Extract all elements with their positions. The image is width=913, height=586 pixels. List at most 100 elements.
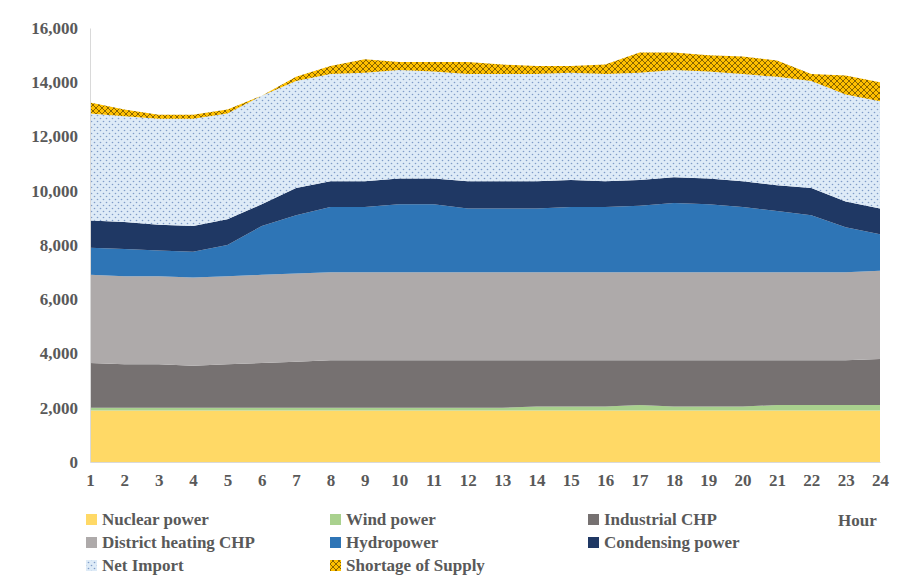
- tick-label: 11: [426, 471, 442, 490]
- legend-swatch: [86, 560, 97, 571]
- x-axis: 123456789101112131415161718192021222324: [86, 462, 889, 490]
- tick-label: 7: [292, 471, 301, 490]
- tick: 3: [155, 462, 164, 490]
- legend-label: Industrial CHP: [604, 510, 717, 529]
- legend-swatch: [330, 560, 341, 571]
- tick-label: 18: [666, 471, 683, 490]
- area: [90, 70, 880, 226]
- legend-item: Net Import: [86, 556, 184, 575]
- tick-label: 8,000: [40, 236, 78, 255]
- tick: 13: [494, 462, 511, 490]
- area: [90, 410, 880, 462]
- tick: 11: [426, 462, 442, 490]
- legend-item: Nuclear power: [86, 510, 209, 529]
- axis-line: [90, 29, 91, 463]
- tick: 9: [361, 462, 370, 490]
- tick-label: 23: [838, 471, 855, 490]
- tick: 19: [700, 462, 717, 490]
- legend-label: Condensing power: [604, 533, 740, 552]
- tick: 5: [224, 462, 233, 490]
- tick: 23: [838, 462, 855, 490]
- legend-label: Nuclear power: [102, 510, 209, 529]
- tick: 8: [327, 462, 336, 490]
- tick-label: 1: [86, 471, 95, 490]
- tick: 12,000: [31, 127, 90, 146]
- tick: 14: [529, 462, 547, 490]
- tick-label: 12: [460, 471, 477, 490]
- axis-line: [91, 462, 881, 463]
- legend-label: Shortage of Supply: [346, 556, 485, 575]
- tick: 6,000: [40, 290, 90, 309]
- tick-label: 6,000: [40, 290, 78, 309]
- tick: 2: [121, 462, 130, 490]
- tick-label: 3: [155, 471, 164, 490]
- legend-swatch: [588, 514, 599, 525]
- legend: Nuclear power Wind power Industrial CHP Dis…: [86, 510, 740, 575]
- tick-label: 6: [258, 471, 267, 490]
- tick: 16,000: [31, 19, 90, 38]
- tick-label: 9: [361, 471, 370, 490]
- tick: 22: [803, 462, 820, 490]
- tick-label: 2: [121, 471, 130, 490]
- legend-swatch: [86, 537, 97, 548]
- tick-label: 10,000: [31, 182, 78, 201]
- legend-label: Net Import: [102, 556, 184, 575]
- tick-label: 14: [529, 471, 547, 490]
- legend-item: Condensing power: [588, 533, 740, 552]
- tick-label: 13: [494, 471, 511, 490]
- tick: 17: [632, 462, 650, 490]
- tick-label: 24: [872, 471, 890, 490]
- legend-swatch: [588, 537, 599, 548]
- tick-label: 20: [735, 471, 752, 490]
- tick-label: 16,000: [31, 19, 78, 38]
- tick: 10,000: [31, 182, 90, 201]
- tick-label: 16: [597, 471, 614, 490]
- legend-swatch: [330, 514, 341, 525]
- tick: 0: [70, 453, 91, 472]
- tick-label: 15: [563, 471, 580, 490]
- tick: 4,000: [40, 344, 90, 363]
- tick: 12: [460, 462, 477, 490]
- tick-label: 2,000: [40, 399, 78, 418]
- chart: 0 2,000 4,000 6,000 8,000 10,000 12,000 14,000 1…: [0, 0, 913, 586]
- legend-label: Wind power: [346, 510, 436, 529]
- tick: 15: [563, 462, 580, 490]
- tick-label: 21: [769, 471, 786, 490]
- tick-label: 4: [189, 471, 198, 490]
- tick-label: 19: [700, 471, 717, 490]
- tick: 16: [597, 462, 614, 490]
- tick: 14,000: [31, 73, 90, 92]
- tick: 4: [189, 462, 198, 490]
- tick: 21: [769, 462, 786, 490]
- area: [90, 52, 880, 118]
- tick-label: 8: [327, 471, 336, 490]
- legend-label: District heating CHP: [102, 533, 255, 552]
- tick-label: 17: [632, 471, 650, 490]
- tick: 6: [258, 462, 267, 490]
- legend-label: Hydropower: [346, 533, 439, 552]
- tick-label: 14,000: [31, 73, 78, 92]
- plot-area: [90, 52, 880, 462]
- tick: 20: [735, 462, 752, 490]
- axis-title: Hour: [838, 511, 877, 530]
- tick: 2,000: [40, 399, 90, 418]
- tick: 10: [391, 462, 408, 490]
- tick-label: 0: [70, 453, 79, 472]
- tick-label: 5: [224, 471, 233, 490]
- tick: 7: [292, 462, 301, 490]
- tick-label: 10: [391, 471, 408, 490]
- tick-label: 12,000: [31, 127, 78, 146]
- y-axis: 0 2,000 4,000 6,000 8,000 10,000 12,000 14,000 1…: [31, 19, 90, 472]
- legend-swatch: [86, 514, 97, 525]
- legend-item: Wind power: [330, 510, 436, 529]
- legend-item: District heating CHP: [86, 533, 255, 552]
- legend-item: Shortage of Supply: [330, 556, 485, 575]
- tick: 1: [86, 462, 95, 490]
- legend-swatch: [330, 537, 341, 548]
- tick-label: 22: [803, 471, 820, 490]
- tick: 8,000: [40, 236, 90, 255]
- area: [90, 359, 880, 408]
- legend-item: Industrial CHP: [588, 510, 717, 529]
- legend-item: Hydropower: [330, 533, 439, 552]
- tick: 24: [872, 462, 890, 490]
